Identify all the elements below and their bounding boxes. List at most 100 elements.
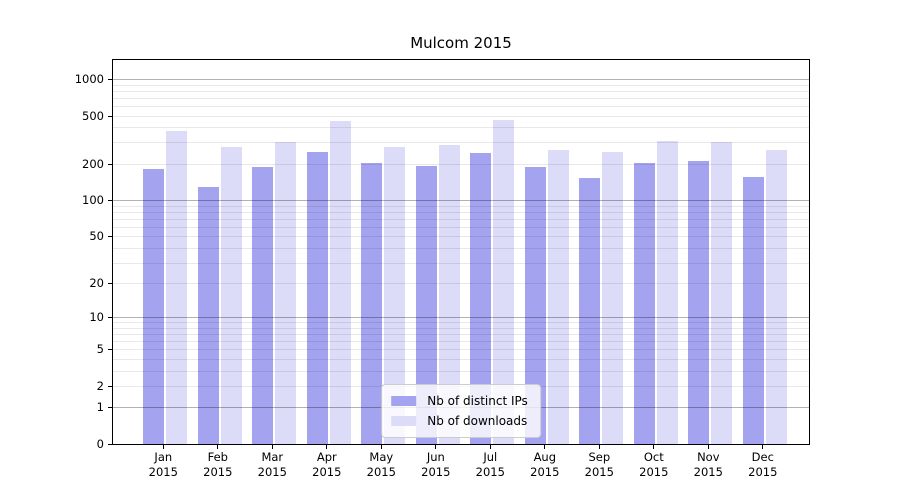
major-gridline	[113, 79, 809, 80]
x-tick-mark	[653, 445, 655, 449]
minor-gridline	[113, 212, 809, 213]
bar-downloads-apr	[329, 121, 351, 444]
bar-downloads-jun	[438, 145, 460, 444]
legend: Nb of distinct IPs Nb of downloads	[381, 384, 541, 438]
y-tick-label: 50	[89, 229, 104, 244]
chart-title: Mulcom 2015	[410, 34, 512, 52]
y-tick-label: 1	[96, 400, 104, 415]
y-tick-mark	[108, 386, 112, 387]
x-tick-label: Feb 2015	[203, 450, 233, 479]
x-tick-mark	[762, 445, 764, 449]
x-tick-label: Sep 2015	[584, 450, 614, 479]
x-tick-label: Oct 2015	[639, 450, 669, 479]
minor-gridline	[113, 263, 809, 264]
x-tick-mark	[544, 445, 546, 449]
bar-downloads-sep	[602, 151, 624, 444]
bar-distinct-ips-may	[361, 163, 383, 444]
x-tick-label: Nov 2015	[693, 450, 723, 479]
y-tick-label: 20	[89, 276, 104, 291]
bar-distinct-ips-aug	[524, 167, 546, 444]
bar-downloads-may	[384, 146, 406, 444]
bar-downloads-feb	[220, 147, 242, 444]
minor-gridline	[113, 334, 809, 335]
y-tick-label: 100	[82, 193, 104, 208]
y-tick-mark	[108, 349, 112, 350]
y-tick-mark	[108, 407, 112, 408]
y-tick-mark	[108, 79, 112, 80]
y-tick-mark	[108, 236, 112, 237]
y-tick-mark	[108, 444, 112, 445]
bar-downloads-oct	[656, 141, 678, 444]
x-tick-label: May 2015	[366, 450, 396, 479]
x-tick-mark	[380, 445, 382, 449]
x-tick-mark	[326, 445, 328, 449]
minor-gridline	[113, 322, 809, 323]
bar-distinct-ips-sep	[579, 177, 601, 444]
x-tick-mark	[435, 445, 437, 449]
minor-gridline	[113, 106, 809, 107]
x-tick-mark	[489, 445, 491, 449]
y-tick-label: 500	[82, 108, 104, 123]
legend-label-downloads: Nb of downloads	[427, 414, 528, 428]
minor-gridline	[113, 116, 809, 117]
x-tick-label: Apr 2015	[312, 450, 342, 479]
x-tick-label: Jan 2015	[148, 450, 178, 479]
major-gridline	[113, 317, 809, 318]
x-tick-mark	[707, 445, 709, 449]
plot-area: Nb of distinct IPs Nb of downloads	[112, 59, 810, 445]
bar-downloads-jul	[493, 120, 515, 444]
bar-distinct-ips-dec	[742, 176, 764, 444]
bar-distinct-ips-jan	[143, 168, 165, 444]
bar-downloads-dec	[765, 149, 787, 444]
legend-row: Nb of distinct IPs	[391, 391, 528, 411]
major-gridline	[113, 200, 809, 201]
bar-distinct-ips-jul	[470, 152, 492, 444]
minor-gridline	[113, 248, 809, 249]
y-tick-mark	[108, 116, 112, 117]
minor-gridline	[113, 371, 809, 372]
x-tick-mark	[217, 445, 219, 449]
minor-gridline	[113, 328, 809, 329]
y-tick-mark	[108, 200, 112, 201]
x-tick-mark	[598, 445, 600, 449]
y-tick-label: 10	[89, 310, 104, 325]
minor-gridline	[113, 206, 809, 207]
x-tick-label: Jun 2015	[421, 450, 451, 479]
x-tick-label: Aug 2015	[530, 450, 560, 479]
x-tick-label: Dec 2015	[748, 450, 778, 479]
legend-swatch-downloads	[391, 416, 417, 426]
x-tick-label: Mar 2015	[257, 450, 287, 479]
minor-gridline	[113, 164, 809, 165]
x-tick-mark	[162, 445, 164, 449]
minor-gridline	[113, 227, 809, 228]
legend-row: Nb of downloads	[391, 411, 528, 431]
bar-downloads-aug	[547, 150, 569, 444]
legend-label-distinct-ips: Nb of distinct IPs	[427, 394, 528, 408]
minor-gridline	[113, 349, 809, 350]
legend-swatch-distinct-ips	[391, 396, 417, 406]
minor-gridline	[113, 359, 809, 360]
minor-gridline	[113, 283, 809, 284]
y-tick-mark	[108, 283, 112, 284]
minor-gridline	[113, 127, 809, 128]
x-tick-mark	[271, 445, 273, 449]
y-tick-label: 200	[82, 156, 104, 171]
bar-downloads-jan	[166, 130, 188, 444]
bar-downloads-nov	[711, 142, 733, 444]
bar-distinct-ips-feb	[197, 187, 219, 444]
minor-gridline	[113, 91, 809, 92]
bar-distinct-ips-jun	[415, 165, 437, 444]
bar-downloads-mar	[275, 141, 297, 444]
y-tick-label: 0	[96, 437, 104, 451]
x-tick-label: Jul 2015	[475, 450, 505, 479]
y-tick-mark	[108, 317, 112, 318]
y-tick-mark	[108, 164, 112, 165]
bar-distinct-ips-apr	[306, 152, 328, 444]
minor-gridline	[113, 219, 809, 220]
y-tick-label: 2	[96, 378, 104, 393]
minor-gridline	[113, 341, 809, 342]
bar-distinct-ips-oct	[633, 163, 655, 444]
y-tick-label: 1000	[74, 71, 104, 86]
y-tick-label: 5	[96, 342, 104, 357]
